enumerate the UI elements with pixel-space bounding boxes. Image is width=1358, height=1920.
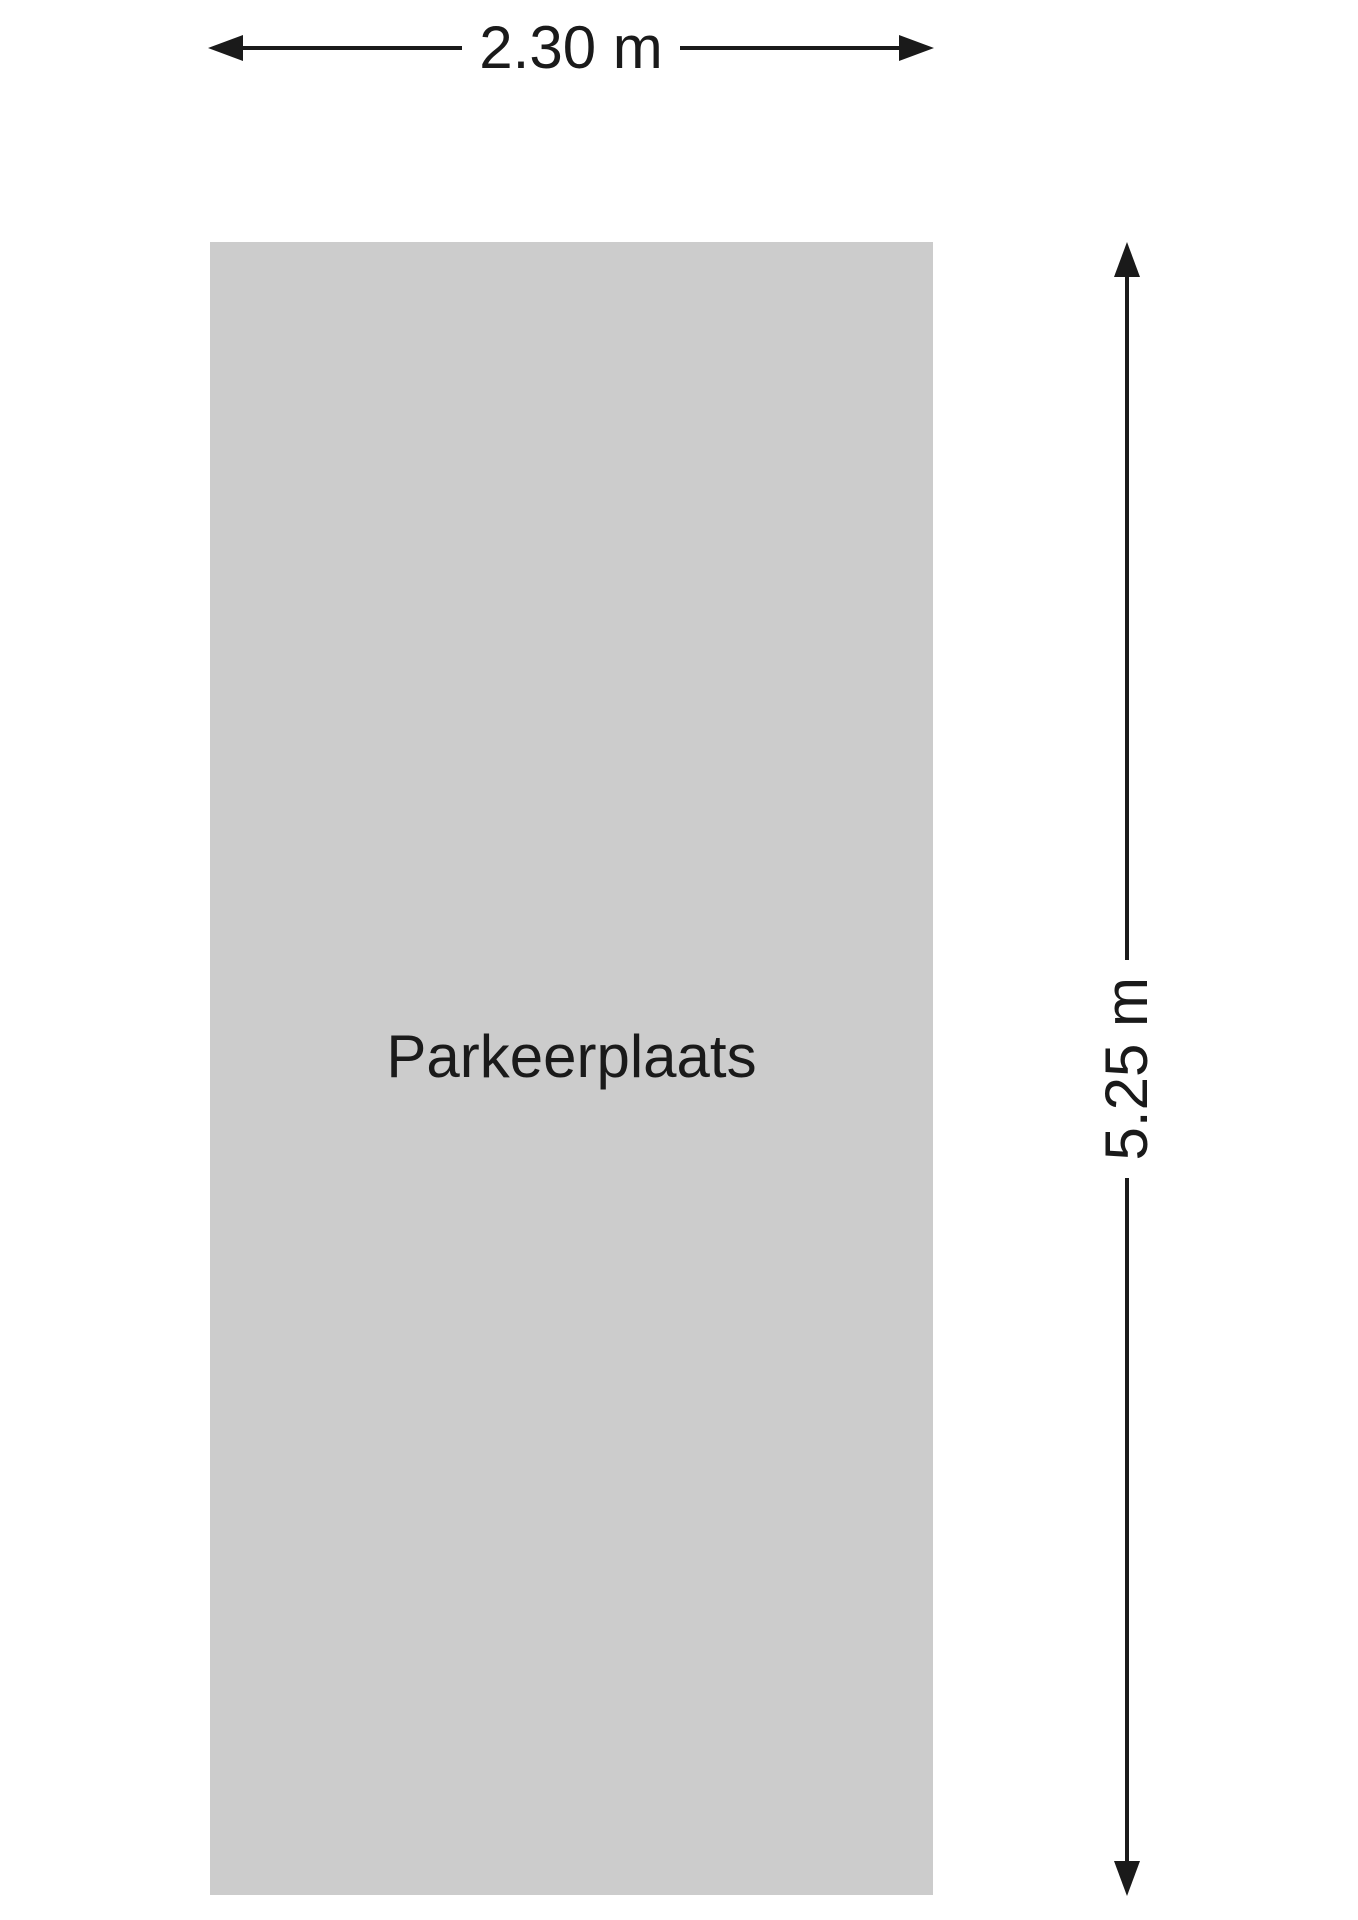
arrow-down-icon bbox=[1114, 1861, 1140, 1896]
height-dimension: 5.25 m bbox=[1093, 242, 1160, 1896]
arrow-left-icon bbox=[208, 35, 243, 61]
width-dimension: 2.30 m bbox=[208, 18, 934, 78]
width-dimension-label: 2.30 m bbox=[479, 14, 663, 81]
parking-area-label: Parkeerplaats bbox=[386, 1022, 757, 1090]
arrow-right-icon bbox=[899, 35, 934, 61]
dimension-line bbox=[679, 46, 899, 50]
height-dimension-label: 5.25 m bbox=[1093, 977, 1160, 1161]
dimension-line bbox=[1125, 277, 1129, 961]
dimension-line bbox=[243, 46, 463, 50]
parking-area: Parkeerplaats bbox=[210, 242, 933, 1895]
dimension-line bbox=[1125, 1177, 1129, 1861]
arrow-up-icon bbox=[1114, 242, 1140, 277]
